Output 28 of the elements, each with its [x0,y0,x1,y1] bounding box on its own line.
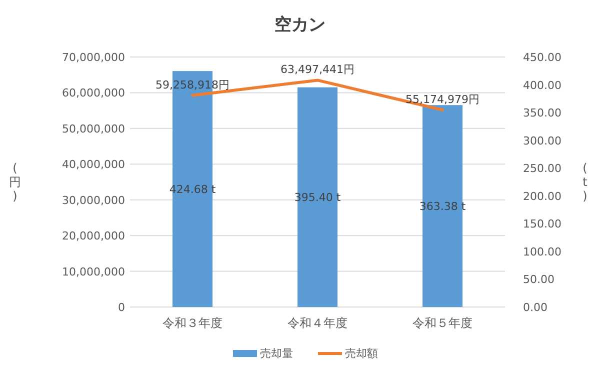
y2-tick-label: 450.00 [523,51,562,64]
y-tick-label: 70,000,000 [62,51,125,64]
x-tick-label: 令和５年度 [412,316,472,330]
y2-tick-label: 400.00 [523,78,562,92]
y2-tick-label: 100.00 [523,245,562,258]
y-tick-label: 40,000,000 [62,158,125,172]
y-tick-label: 60,000,000 [62,86,125,100]
y-tick-label: 10,000,000 [62,265,125,278]
y2-tick-label: 350.00 [523,106,562,120]
y2-tick-label: 250.00 [523,162,562,176]
y-tick-label: 30,000,000 [62,194,125,207]
chart-title: 空カン [274,15,326,35]
y2-tick-label: 150.00 [523,218,562,231]
y-tick-label: 50,000,000 [62,122,125,136]
y-tick-label: 20,000,000 [62,230,125,243]
data-label: 63,497,441円 [280,63,354,76]
y2-tick-label: 300.00 [523,134,562,148]
y-tick-label: 0 [118,301,125,314]
y2-tick-label: 50.00 [523,273,554,286]
x-tick-label: 令和３年度 [162,316,222,330]
x-tick-label: 令和４年度 [288,316,348,330]
data-label: 55,174,979円 [406,92,480,106]
y2-tick-label: 0.00 [523,301,548,314]
legend-label: 売却額 [345,347,378,360]
y2-axis-title: (t) [582,161,588,203]
y-axis-title: (円) [9,161,21,203]
y2-tick-label: 200.00 [523,190,562,203]
legend-label: 売却量 [260,347,293,360]
